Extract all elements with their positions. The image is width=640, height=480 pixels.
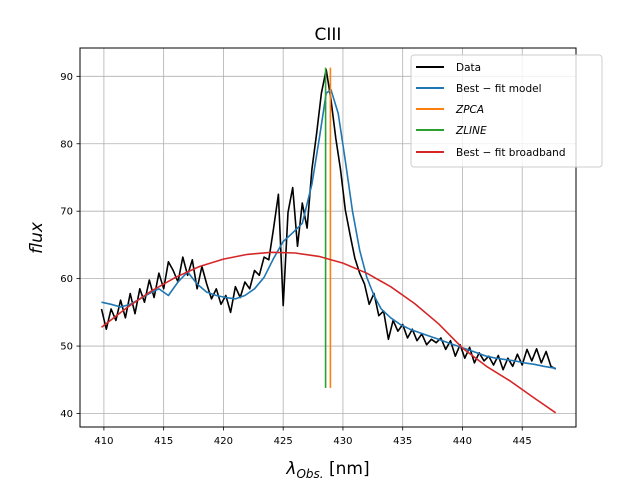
- legend-label-broadband: Best − fit broadband: [456, 147, 566, 159]
- plot-lines: [100, 67, 557, 414]
- y-tick-label: 50: [60, 342, 73, 353]
- chart-title: CIII: [315, 25, 342, 45]
- legend-label-zpca: ZPCA: [455, 104, 484, 116]
- x-tick-label: 425: [274, 436, 293, 447]
- series-best-fit-broadband-line: [101, 251, 557, 414]
- ticks: 410 415 420 425 430 435 440 445 40 50 60 70 80 90: [60, 72, 531, 447]
- y-tick-label: 70: [60, 207, 73, 218]
- y-tick-label: 90: [60, 72, 73, 83]
- x-tick-label: 415: [154, 436, 173, 447]
- x-tick-label: 445: [513, 436, 532, 447]
- x-axis-label-unit: [nm]: [324, 459, 370, 479]
- x-tick-label: 410: [94, 436, 113, 447]
- y-tick-label: 80: [60, 139, 73, 150]
- axes-frame: [79, 47, 577, 428]
- legend: Data Best − fit model ZPCA ZLINE Best − …: [410, 54, 603, 168]
- y-axis-label: flux: [27, 221, 47, 254]
- x-axis-label: λObs. [nm]: [285, 459, 369, 480]
- x-axis-label-sub: Obs.: [296, 467, 323, 480]
- x-axis-label-main: λ: [285, 459, 296, 479]
- legend-label-zline: ZLINE: [455, 125, 487, 137]
- x-tick-label: 420: [214, 436, 233, 447]
- y-tick-label: 40: [60, 409, 73, 420]
- legend-frame: [410, 54, 603, 168]
- legend-label-model: Best − fit model: [456, 83, 542, 95]
- x-tick-label: 440: [453, 436, 472, 447]
- y-tick-label: 60: [60, 274, 73, 285]
- legend-label-data: Data: [456, 62, 481, 74]
- x-tick-label: 435: [393, 436, 412, 447]
- x-tick-label: 430: [333, 436, 352, 447]
